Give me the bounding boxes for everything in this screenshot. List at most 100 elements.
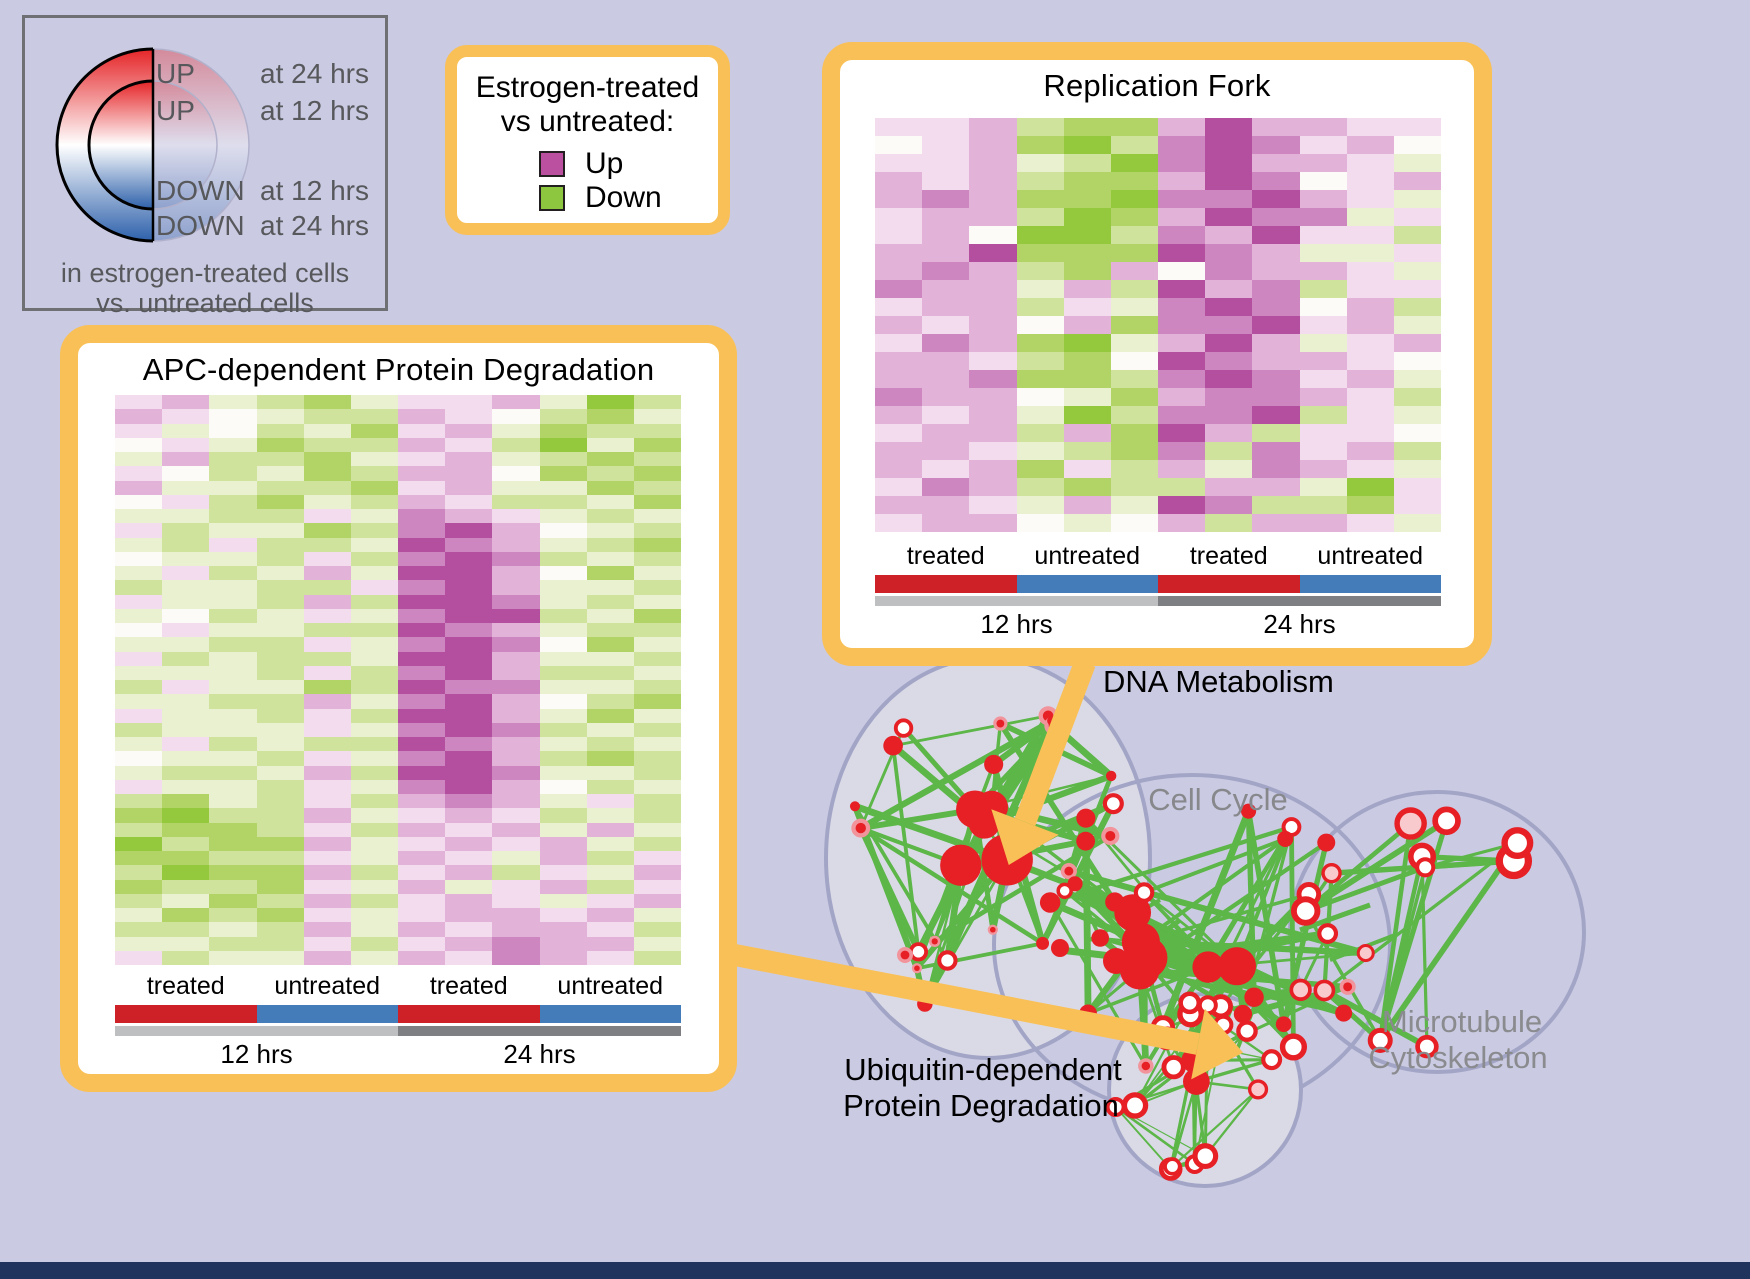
heatmap-cell bbox=[350, 608, 398, 623]
heatmap-cell bbox=[209, 708, 257, 723]
heatmap-cell bbox=[875, 388, 923, 406]
legend-item-down: Down bbox=[539, 181, 662, 215]
heatmap-cell bbox=[539, 765, 587, 780]
heatmap-cell bbox=[633, 851, 681, 866]
heatmap-cell bbox=[350, 452, 398, 467]
heatmap-cell bbox=[115, 922, 163, 937]
key-time-12: at 12 hrs bbox=[260, 95, 369, 126]
heatmap-cell bbox=[256, 865, 304, 880]
heatmap-cell bbox=[922, 460, 970, 478]
heatmap-cell bbox=[1393, 442, 1441, 460]
heatmap-cell bbox=[398, 566, 446, 581]
heatmap-cell bbox=[1016, 280, 1064, 298]
heatmap-cell bbox=[398, 608, 446, 623]
heatmap-cell bbox=[1205, 514, 1253, 532]
heatmap-cell bbox=[445, 893, 493, 908]
rf-bar-untreated-24 bbox=[1299, 575, 1441, 593]
heatmap-cell bbox=[162, 836, 210, 851]
heatmap-cell bbox=[539, 452, 587, 467]
heatmap-cell bbox=[303, 566, 351, 581]
apc-time-24h: 24 hrs bbox=[503, 1039, 576, 1069]
heatmap-cell bbox=[1346, 280, 1394, 298]
heatmap-cell bbox=[492, 936, 540, 951]
heatmap-cell bbox=[303, 580, 351, 595]
heatmap-cell bbox=[350, 466, 398, 481]
heatmap-cell bbox=[633, 737, 681, 752]
heatmap-cell bbox=[1063, 262, 1111, 280]
heatmap-cell bbox=[256, 409, 304, 424]
heatmap-cell bbox=[1110, 154, 1158, 172]
heatmap-cell bbox=[162, 737, 210, 752]
heatmap-cell bbox=[1016, 244, 1064, 262]
heatmap-cell bbox=[162, 494, 210, 509]
heatmap-cell bbox=[875, 442, 923, 460]
heatmap-cell bbox=[1346, 514, 1394, 532]
heatmap-cell bbox=[1205, 334, 1253, 352]
heatmap-cell bbox=[256, 794, 304, 809]
heatmap-cell bbox=[256, 922, 304, 937]
key-time-down-24: at 24 hrs bbox=[260, 210, 369, 241]
heatmap-cell bbox=[1252, 406, 1300, 424]
heatmap-cell bbox=[209, 737, 257, 752]
heatmap-cell bbox=[1346, 226, 1394, 244]
heatmap-cell bbox=[1252, 388, 1300, 406]
heatmap-cell bbox=[209, 808, 257, 823]
heatmap-cell bbox=[492, 751, 540, 766]
heatmap-cell bbox=[256, 580, 304, 595]
heatmap-cell bbox=[115, 836, 163, 851]
heatmap-cell bbox=[1393, 244, 1441, 262]
heatmap-cell bbox=[1299, 406, 1347, 424]
apc-time-12h: 12 hrs bbox=[220, 1039, 293, 1069]
heatmap-cell bbox=[256, 779, 304, 794]
heatmap-cell bbox=[1158, 190, 1206, 208]
heatmap-cell bbox=[256, 851, 304, 866]
heatmap-cell bbox=[209, 637, 257, 652]
heatmap-cell bbox=[875, 406, 923, 424]
heatmap-cell bbox=[492, 808, 540, 823]
rf-cond-treated-12: treated bbox=[906, 542, 985, 570]
heatmap-cell bbox=[1016, 208, 1064, 226]
heatmap-cell bbox=[162, 922, 210, 937]
heatmap-cell bbox=[1158, 424, 1206, 442]
heatmap-cell bbox=[398, 580, 446, 595]
heatmap-cell bbox=[350, 936, 398, 951]
heatmap-cell bbox=[1252, 136, 1300, 154]
heatmap-cell bbox=[922, 154, 970, 172]
heatmap-cell bbox=[115, 680, 163, 695]
heatmap-cell bbox=[1393, 388, 1441, 406]
rf-bar-treated-12 bbox=[875, 575, 1017, 593]
heatmap-cell bbox=[209, 950, 257, 965]
heatmap-cell bbox=[1063, 514, 1111, 532]
heatmap-cell bbox=[1205, 208, 1253, 226]
heatmap-cell bbox=[539, 922, 587, 937]
heatmap-cell bbox=[539, 637, 587, 652]
heatmap-cell bbox=[115, 950, 163, 965]
heatmap-cell bbox=[539, 680, 587, 695]
rf-bar-treated-24 bbox=[1158, 575, 1300, 593]
heatmap-cell bbox=[1063, 478, 1111, 496]
heatmap-cell bbox=[350, 651, 398, 666]
heatmap-cell bbox=[969, 316, 1017, 334]
heatmap-cell bbox=[922, 136, 970, 154]
heatmap-cell bbox=[350, 423, 398, 438]
heatmap-cell bbox=[1346, 424, 1394, 442]
heatmap-cell bbox=[350, 623, 398, 638]
heatmap-cell bbox=[539, 623, 587, 638]
heatmap-cell bbox=[1110, 316, 1158, 334]
heatmap-cell bbox=[539, 480, 587, 495]
heatmap-cell bbox=[303, 737, 351, 752]
heatmap-cell bbox=[398, 836, 446, 851]
heatmap-cell bbox=[350, 523, 398, 538]
apc-panel: APC-dependent Protein Degradation treate… bbox=[60, 325, 737, 1092]
heatmap-cell bbox=[445, 808, 493, 823]
heatmap-cell bbox=[1063, 442, 1111, 460]
heatmap-cell bbox=[633, 722, 681, 737]
heatmap-cell bbox=[350, 865, 398, 880]
cluster-label-microtubule-line2: Cytoskeleton bbox=[1368, 1040, 1547, 1075]
heatmap-cell bbox=[875, 154, 923, 172]
heatmap-cell bbox=[633, 509, 681, 524]
heatmap-cell bbox=[1110, 298, 1158, 316]
heatmap-cell bbox=[539, 865, 587, 880]
heatmap-cell bbox=[969, 442, 1017, 460]
heatmap-cell bbox=[209, 452, 257, 467]
